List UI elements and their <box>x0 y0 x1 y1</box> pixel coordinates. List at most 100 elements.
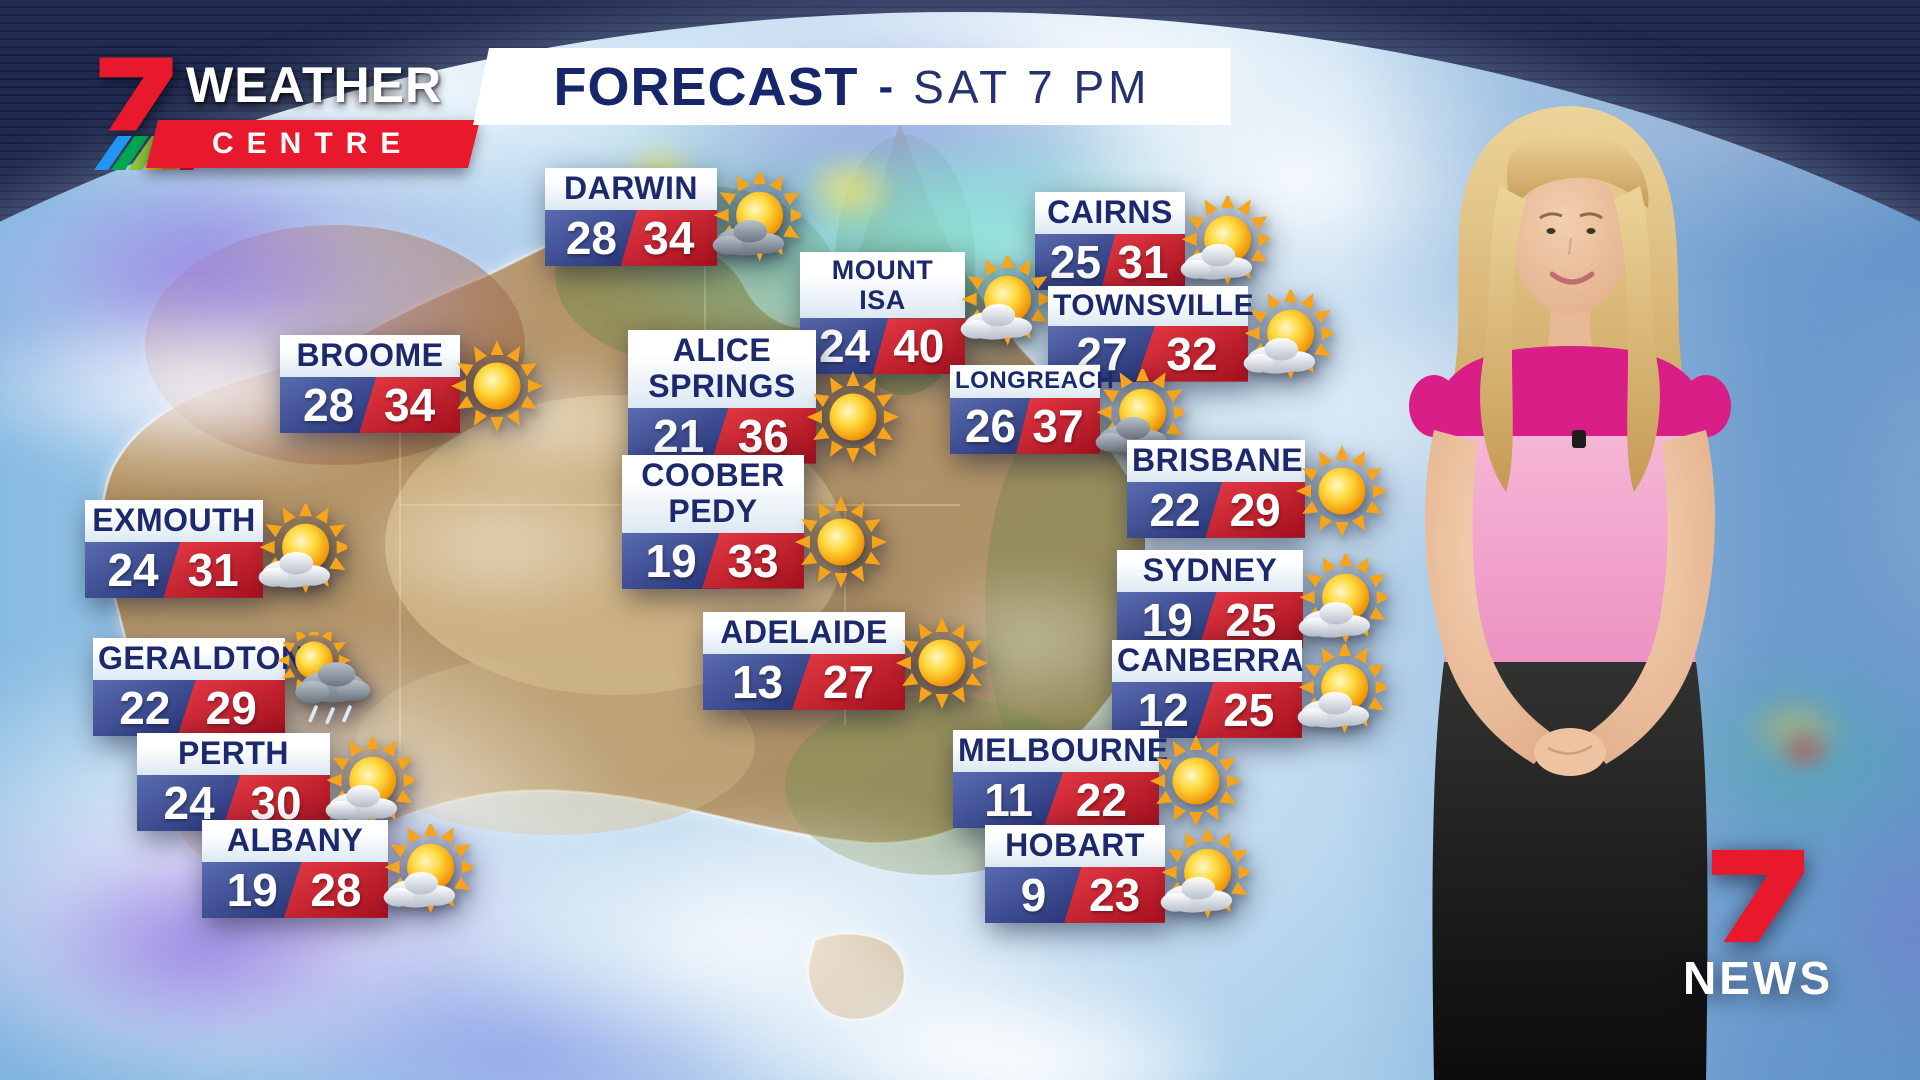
city-temps: 22 29 <box>93 679 285 736</box>
sun-icon <box>1295 444 1389 538</box>
cloud-blob <box>800 150 900 230</box>
seven-icon <box>99 57 173 131</box>
city-high-temp: 25 <box>1195 681 1302 738</box>
city-high-temp: 23 <box>1064 866 1165 923</box>
city-low-temp: 24 <box>85 541 182 598</box>
city-temps: 26 37 <box>950 397 1100 454</box>
city-high-temp: 36 <box>710 407 816 464</box>
city-forecast-albany: ALBANY 19 28 <box>202 820 477 918</box>
news-logo: NEWS <box>1668 848 1848 1005</box>
city-forecast-exmouth: EXMOUTH 24 31 <box>85 500 352 598</box>
sun-cloud-icon <box>1293 551 1392 648</box>
rain-cloud-icon <box>273 623 389 726</box>
sun-cloud-icon <box>378 821 477 918</box>
presenter-right-arm <box>1584 430 1716 764</box>
sun-cloud-icon <box>253 501 352 598</box>
city-temps: 28 34 <box>545 209 717 266</box>
city-high-temp: 31 <box>163 541 263 598</box>
city-name: HOBART <box>985 825 1165 867</box>
cloud-blob <box>1775 725 1835 775</box>
city-temps: 11 22 <box>953 771 1159 828</box>
sun-icon <box>794 495 888 589</box>
microphone <box>1572 430 1586 448</box>
city-temps: 22 29 <box>1127 481 1305 538</box>
city-name: BRISBANE <box>1127 440 1305 482</box>
sun-cloud-icon <box>1175 193 1274 290</box>
header-datetime: SAT 7 PM <box>913 60 1151 113</box>
brand-weather-text: WEATHER <box>186 57 443 113</box>
sun-cloud-icon <box>1238 287 1337 384</box>
city-low-temp: 12 <box>1112 681 1215 738</box>
sun-icon <box>806 370 900 464</box>
city-high-temp: 34 <box>620 209 717 266</box>
sun-icon <box>895 616 989 710</box>
city-low-temp: 21 <box>628 407 730 464</box>
city-forecast-melbourne: MELBOURNE 11 22 <box>953 730 1243 828</box>
city-temps: 19 28 <box>202 861 388 918</box>
city-low-temp: 19 <box>1117 591 1218 648</box>
presenter-top <box>1438 436 1702 662</box>
news-logo-text: NEWS <box>1683 952 1833 1004</box>
weather-presenter <box>1409 106 1731 1080</box>
city-forecast-cairns: CAIRNS 25 31 <box>1035 192 1274 290</box>
presenter-fringe <box>1506 131 1649 208</box>
seven-icon <box>1711 849 1805 943</box>
city-forecast-geraldton: GERALDTON 22 29 <box>93 623 371 736</box>
city-low-temp: 11 <box>953 771 1065 828</box>
city-temps: 25 31 <box>1035 233 1185 290</box>
city-low-temp: 22 <box>93 679 197 736</box>
brand-centre-text: CENTRE <box>212 127 414 160</box>
sun-cloud-icon <box>1155 826 1254 923</box>
city-name: MOUNT ISA <box>800 252 965 319</box>
city-forecast-adelaide: ADELAIDE 13 27 <box>703 612 989 710</box>
city-high-temp: 31 <box>1101 233 1185 290</box>
city-name: GERALDTON <box>93 638 304 680</box>
sun-icon <box>450 339 544 433</box>
city-name: LONGREACH <box>950 365 1114 398</box>
city-name: COOBER PEDY <box>622 455 804 533</box>
header-title: FORECAST <box>553 56 859 117</box>
city-high-temp: 34 <box>359 376 460 433</box>
header-separator: - <box>878 61 894 111</box>
city-low-temp: 19 <box>622 532 721 589</box>
presenter-left-arm <box>1424 430 1556 764</box>
city-forecast-longreach: LONGREACH 26 37 <box>950 365 1189 459</box>
city-name: BROOME <box>280 335 460 377</box>
brand-centre-banner: CENTRE <box>146 120 480 168</box>
city-low-temp: 19 <box>202 861 303 918</box>
city-high-temp: 37 <box>1016 397 1100 454</box>
city-name: CAIRNS <box>1035 192 1185 234</box>
city-name: DARWIN <box>545 168 717 210</box>
city-high-temp: 25 <box>1198 591 1303 648</box>
city-temps: 12 25 <box>1112 681 1302 738</box>
city-forecast-hobart: HOBART 9 23 <box>985 825 1254 923</box>
city-low-temp: 13 <box>703 653 813 710</box>
city-forecast-sydney: SYDNEY 19 25 <box>1117 550 1392 648</box>
city-forecast-perth: PERTH 24 30 <box>137 733 419 831</box>
city-high-temp: 28 <box>283 861 388 918</box>
city-high-temp: 22 <box>1043 771 1159 828</box>
city-forecast-brisbane: BRISBANE 22 29 <box>1127 440 1389 538</box>
city-name: ADELAIDE <box>703 612 905 654</box>
city-name: PERTH <box>137 733 330 775</box>
presenter-hands <box>1534 728 1606 776</box>
city-name: CANBERRA <box>1112 640 1304 682</box>
presenter-skirt <box>1432 662 1708 1080</box>
city-high-temp: 29 <box>177 679 285 736</box>
city-high-temp: 33 <box>702 532 804 589</box>
forecast-header-banner: FORECAST - SAT 7 PM <box>473 48 1231 125</box>
city-low-temp: 9 <box>985 866 1083 923</box>
city-name: MELBOURNE <box>953 730 1168 772</box>
city-high-temp: 32 <box>1136 325 1248 382</box>
city-name: TOWNSVILLE <box>1048 286 1254 326</box>
city-forecast-darwin: DARWIN 28 34 <box>545 168 806 266</box>
sun-cloud-icon <box>1292 641 1391 738</box>
city-name: ALBANY <box>202 820 388 862</box>
sun-dark-cloud-icon <box>707 169 806 266</box>
city-temps: 19 25 <box>1117 591 1303 648</box>
city-temps: 27 32 <box>1048 325 1248 382</box>
sun-cloud-icon <box>320 734 419 831</box>
city-temps: 24 31 <box>85 541 263 598</box>
city-high-temp: 27 <box>791 653 905 710</box>
